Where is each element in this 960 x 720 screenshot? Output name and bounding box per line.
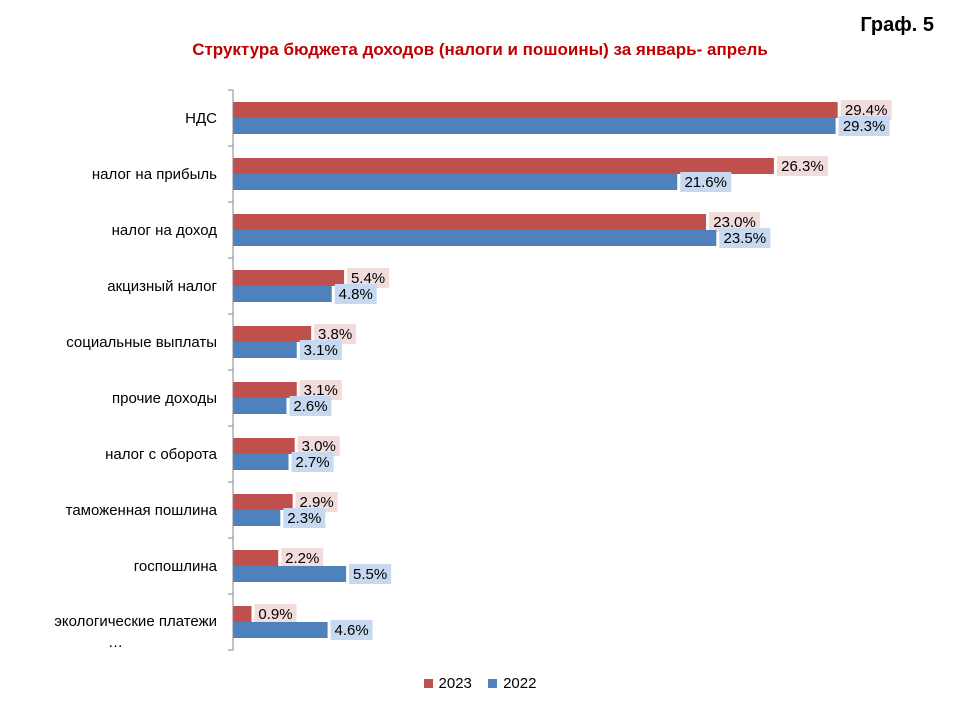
data-label-bg	[330, 620, 373, 640]
data-label-bg	[776, 156, 828, 176]
data-label-bg	[295, 492, 338, 512]
bar-2023	[233, 606, 252, 622]
data-label: 2.9%	[300, 494, 334, 511]
legend-swatch-2023	[423, 679, 433, 688]
data-label: 2.7%	[295, 454, 329, 471]
bar-2022	[233, 566, 347, 582]
bar-2023	[233, 550, 279, 566]
category-label: госпошлина	[134, 558, 218, 575]
data-label-bg	[349, 564, 392, 584]
legend-item-2023: 2023	[423, 675, 472, 692]
data-label: 3.8%	[318, 326, 352, 343]
bar-2023	[233, 214, 707, 230]
bar-2022	[233, 230, 717, 246]
category-label: налог с оборота	[105, 446, 218, 463]
bar-2022	[233, 454, 289, 470]
data-label-bg	[719, 228, 771, 248]
data-label: 5.5%	[353, 566, 387, 583]
category-label: экологические платежи…	[54, 613, 217, 651]
data-label-bg	[680, 172, 732, 192]
bar-2022	[233, 622, 328, 638]
data-label-bg	[254, 604, 297, 624]
data-label-bg	[299, 340, 342, 360]
graph-number-label: Граф. 5	[860, 14, 934, 36]
category-label: НДС	[185, 110, 217, 127]
data-label: 2.6%	[293, 398, 327, 415]
bar-2023	[233, 494, 293, 510]
data-label: 29.4%	[845, 102, 888, 119]
bar-2023	[233, 382, 297, 398]
data-label-bg	[283, 508, 326, 528]
bar-2022	[233, 174, 678, 190]
bar-2022	[233, 118, 836, 134]
legend-item-2022: 2022	[488, 675, 536, 692]
bar-2023	[233, 438, 295, 454]
data-label: 4.8%	[339, 286, 373, 303]
data-label-bg	[289, 396, 332, 416]
data-label: 23.5%	[724, 230, 767, 247]
data-label-bg	[291, 452, 334, 472]
category-label: налог на прибыль	[92, 166, 217, 183]
chart-legend: 2023 2022	[0, 675, 960, 692]
bar-2022	[233, 398, 287, 414]
bar-2022	[233, 342, 297, 358]
data-label: 3.0%	[302, 438, 336, 455]
data-label-bg	[334, 284, 377, 304]
bar-2022	[233, 510, 281, 526]
category-label: акцизный налог	[107, 278, 217, 295]
data-label: 23.0%	[713, 214, 756, 231]
data-label: 2.3%	[287, 510, 321, 527]
category-label: таможенная пошлина	[66, 502, 218, 519]
data-label-bg	[838, 116, 890, 136]
legend-label-2023: 2023	[438, 675, 472, 692]
data-label: 5.4%	[351, 270, 385, 287]
bar-2023	[233, 270, 345, 286]
data-label-bg	[297, 436, 340, 456]
data-label: 21.6%	[684, 174, 727, 191]
legend-label-2022: 2022	[503, 675, 537, 692]
data-label: 29.3%	[843, 118, 886, 135]
bar-2023	[233, 102, 838, 118]
data-label-bg	[299, 380, 342, 400]
data-label: 3.1%	[304, 342, 338, 359]
chart-title: Структура бюджета доходов (налоги и пошо…	[192, 40, 768, 59]
data-label: 0.9%	[258, 606, 292, 623]
category-label: прочие доходы	[112, 390, 217, 407]
data-label-bg	[709, 212, 761, 232]
data-label-bg	[314, 324, 357, 344]
data-label-bg	[281, 548, 324, 568]
data-label: 2.2%	[285, 550, 319, 567]
bar-2022	[233, 286, 332, 302]
data-label: 4.6%	[335, 622, 369, 639]
data-label-bg	[840, 100, 892, 120]
legend-swatch-2022	[488, 679, 498, 688]
bar-2023	[233, 326, 312, 342]
data-label: 26.3%	[781, 158, 824, 175]
data-label: 3.1%	[304, 382, 338, 399]
category-label: социальные выплаты	[66, 334, 217, 351]
bar-2023	[233, 158, 774, 174]
category-label: налог на доход	[112, 222, 218, 239]
data-label-bg	[347, 268, 390, 288]
